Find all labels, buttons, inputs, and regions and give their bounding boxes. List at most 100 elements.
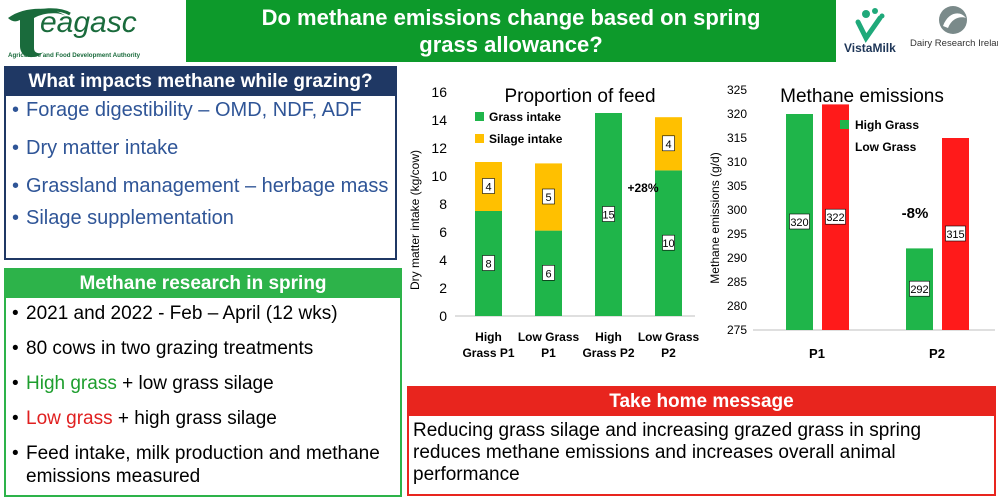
- research-item: High grass + low grass silage: [12, 372, 394, 395]
- methane-data-label-box: [909, 280, 930, 297]
- impact-item: Dry matter intake: [12, 136, 389, 160]
- methane-y-tick-label: 290: [727, 251, 747, 265]
- feed-data-label: 4: [665, 139, 671, 151]
- feed-data-label-box: [482, 255, 495, 271]
- feed-data-label: 10: [662, 238, 674, 250]
- methane-data-label: 322: [826, 212, 844, 224]
- feed-legend: Grass intake Silage intake: [475, 110, 563, 146]
- title-banner: Do methane emissions change based on spr…: [186, 0, 836, 62]
- impact-item: Silage supplementation: [12, 206, 389, 230]
- feed-data-label: 4: [485, 182, 491, 194]
- methane-annotation: -8%: [902, 205, 929, 222]
- research-item: 80 cows in two grazing treatments: [12, 337, 394, 360]
- teagasc-logo: eagasc Agriculture and Food Development …: [4, 2, 180, 60]
- methane-y-tick-label: 320: [727, 107, 747, 121]
- legend-grass-swatch: [475, 112, 484, 121]
- feed-y-tick-label: 4: [439, 252, 447, 268]
- feed-y-tick-label: 14: [431, 112, 447, 128]
- feed-data-label: 8: [485, 259, 491, 271]
- feed-data-label: 5: [545, 192, 551, 204]
- methane-y-tick-label: 325: [727, 83, 747, 97]
- feed-x-tick-label: P1: [541, 346, 556, 360]
- legend-low-grass-label: Low Grass: [855, 140, 917, 154]
- feed-x-tick-label: Grass P1: [462, 346, 514, 360]
- methane-chart: Methane emissions Methane emissions (g/d…: [705, 78, 998, 368]
- legend-silage-swatch: [475, 134, 484, 143]
- legend-high-grass-label: High Grass: [855, 118, 919, 132]
- feed-y-tick-label: 8: [439, 196, 447, 212]
- impacts-panel: What impacts methane while grazing? Fora…: [4, 66, 397, 260]
- methane-y-tick-label: 280: [727, 299, 747, 313]
- methane-data-label-box: [825, 208, 846, 225]
- legend-high-grass-swatch: [840, 120, 849, 129]
- feed-y-tick-label: 6: [439, 224, 447, 240]
- takehome-heading: Take home message: [409, 388, 994, 416]
- methane-y-tick-label: 275: [727, 323, 747, 337]
- feed-x-tick-label: Low Grass: [638, 330, 700, 344]
- dairy-research-ireland-logo: Dairy Research Ireland: [908, 4, 1000, 58]
- methane-legend: High Grass Low Grass: [840, 118, 919, 154]
- high-grass-label: High grass: [26, 373, 117, 394]
- methane-y-tick-label: 310: [727, 155, 747, 169]
- impact-item: Grassland management – herbage mass: [12, 174, 389, 198]
- methane-y-tick-label: 285: [727, 275, 747, 289]
- feed-x-tick-label: High: [475, 330, 502, 344]
- research-item-text: + low grass silage: [116, 373, 274, 394]
- research-heading: Methane research in spring: [6, 270, 400, 298]
- methane-y-tick-label: 315: [727, 131, 747, 145]
- impact-item: Forage digestibility – OMD, NDF, ADF: [12, 98, 389, 122]
- research-panel: Methane research in spring 2021 and 2022…: [4, 268, 402, 497]
- takehome-body: Reducing grass silage and increasing gra…: [413, 420, 922, 485]
- feed-x-tick-label: Grass P2: [582, 346, 634, 360]
- feed-data-label-box: [482, 178, 495, 194]
- feed-data-label-box: [662, 234, 675, 251]
- feed-y-tick-label: 2: [439, 280, 447, 296]
- methane-chart-title: Methane emissions: [780, 86, 944, 107]
- impacts-list: Forage digestibility – OMD, NDF, ADF Dry…: [6, 96, 395, 230]
- vistamilk-logo: VistaMilk: [842, 4, 904, 58]
- methane-data-label: 315: [946, 229, 964, 241]
- feed-y-tick-label: 10: [431, 168, 447, 184]
- low-grass-label: Low grass: [26, 408, 113, 429]
- legend-low-grass-swatch: [840, 142, 849, 151]
- methane-data-label-box: [789, 213, 810, 230]
- impacts-heading: What impacts methane while grazing?: [6, 68, 395, 96]
- legend-silage-label: Silage intake: [489, 132, 563, 146]
- takehome-panel: Take home message Reducing grass silage …: [407, 386, 996, 496]
- methane-data-label-box: [945, 225, 966, 242]
- teagasc-tagline: Agriculture and Food Development Authori…: [8, 52, 141, 59]
- feed-y-tick-label: 16: [431, 84, 447, 100]
- feed-chart-title: Proportion of feed: [504, 86, 655, 107]
- research-item: Low grass + high grass silage: [12, 407, 394, 430]
- methane-y-tick-label: 300: [727, 203, 747, 217]
- page-title: Do methane emissions change based on spr…: [261, 5, 761, 57]
- feed-x-tick-label: High: [595, 330, 622, 344]
- methane-y-tick-label: 305: [727, 179, 747, 193]
- feed-annotation: +28%: [627, 181, 658, 195]
- feed-data-label-box: [602, 206, 615, 222]
- legend-grass-label: Grass intake: [489, 110, 561, 124]
- feed-data-label: 6: [545, 268, 551, 280]
- feed-y-tick-label: 0: [439, 308, 447, 324]
- research-item: Feed intake, milk production and methane…: [12, 442, 394, 488]
- feed-x-tick-label: Low Grass: [518, 330, 580, 344]
- methane-data-label: 292: [910, 284, 928, 296]
- research-item-text: + high grass silage: [112, 408, 277, 429]
- feed-data-label: 15: [602, 210, 614, 222]
- research-item: 2021 and 2022 - Feb – April (12 wks): [12, 302, 394, 325]
- methane-x-tick-label: P2: [929, 346, 945, 361]
- feed-chart: Proportion of feed Dry matter intake (kg…: [405, 78, 705, 378]
- feed-y-axis-label: Dry matter intake (kg/cow): [408, 150, 422, 290]
- feed-data-label-box: [662, 135, 675, 152]
- methane-y-tick-label: 295: [727, 227, 747, 241]
- research-list: 2021 and 2022 - Feb – April (12 wks) 80 …: [6, 298, 400, 488]
- methane-data-label: 320: [790, 217, 808, 229]
- teagasc-logo-text: eagasc: [40, 6, 137, 39]
- feed-x-tick-label: P2: [661, 346, 676, 360]
- feed-data-label-box: [542, 265, 555, 281]
- feed-data-label-box: [542, 188, 555, 205]
- methane-y-axis-label: Methane emissions (g/d): [708, 152, 722, 283]
- feed-y-tick-label: 12: [431, 140, 447, 156]
- methane-x-tick-label: P1: [809, 346, 825, 361]
- vistamilk-logo-text: VistaMilk: [844, 41, 896, 55]
